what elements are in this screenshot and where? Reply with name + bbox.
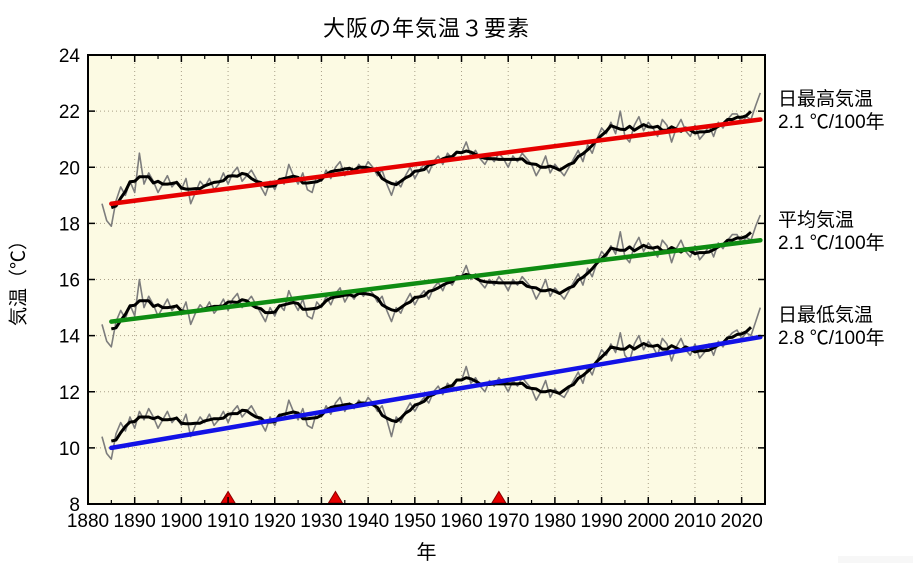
legend-daily-min-trend-rate: 2.8 ℃/100年 [778, 328, 885, 349]
legend-daily-max-temperature: 日最高気温 2.1 ℃/100年 [778, 88, 885, 134]
x-tick-label: 1940 [347, 511, 389, 532]
x-tick-label: 1950 [394, 511, 436, 532]
trend-line-daily-maximum-temperature [109, 117, 763, 206]
legend-daily-min-temperature: 日最低気温 2.8 ℃/100年 [778, 304, 885, 350]
y-tick-label: 14 [59, 327, 81, 348]
legend-daily-max-name: 日最高気温 [778, 89, 874, 110]
x-tick-label: 1900 [160, 511, 202, 532]
y-tick-label: 22 [59, 102, 80, 123]
legend-mean-temperature: 平均気温 2.1 ℃/100年 [778, 209, 885, 255]
y-tick-label: 24 [59, 46, 81, 67]
bottom-right-artifact [838, 556, 913, 563]
x-tick-label: 1910 [207, 511, 249, 532]
trend-line-daily-minimum-temperature [109, 334, 763, 451]
legend-mean-trend-rate: 2.1 ℃/100年 [778, 233, 885, 254]
x-axis-label: 年 [416, 542, 437, 564]
x-tick-label: 1990 [580, 511, 622, 532]
trend-line-mean-temperature [109, 237, 763, 324]
y-tick-label: 8 [69, 495, 80, 516]
x-tick-label: 1960 [440, 511, 482, 532]
y-tick-label: 20 [59, 158, 80, 179]
legend-daily-min-name: 日最低気温 [778, 305, 874, 326]
y-tick-label: 12 [59, 383, 80, 404]
x-tick-label: 1890 [114, 511, 156, 532]
legend-mean-name: 平均気温 [778, 210, 855, 231]
x-tick-label: 1970 [487, 511, 529, 532]
y-tick-label: 10 [59, 439, 80, 460]
x-tick-label: 2020 [721, 511, 763, 532]
x-tick-label: 1920 [254, 511, 296, 532]
y-tick-label: 16 [59, 271, 80, 292]
x-tick-label: 2010 [674, 511, 716, 532]
x-tick-label: 1930 [300, 511, 342, 532]
x-tick-label: 2000 [627, 511, 669, 532]
x-tick-label: 1880 [67, 511, 109, 532]
legend-daily-max-trend-rate: 2.1 ℃/100年 [778, 112, 885, 133]
x-tick-label: 1980 [534, 511, 576, 532]
y-tick-label: 18 [59, 214, 80, 235]
chart-title: 大阪の年気温３要素 [322, 16, 530, 41]
